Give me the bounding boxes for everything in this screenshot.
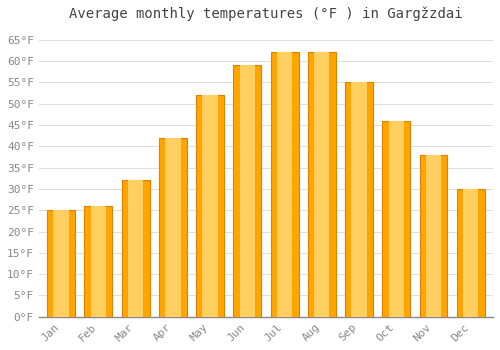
Bar (54, 210, 69, 317)
Bar (277, 52, 292, 317)
Bar (388, 121, 404, 317)
Bar (463, 189, 478, 317)
Bar (202, 95, 218, 317)
Title: Average monthly temperatures (°F ) in Gargžzdai: Average monthly temperatures (°F ) in Ga… (69, 7, 462, 21)
Bar (240, 65, 255, 317)
Bar (382, 121, 410, 317)
Bar (47, 210, 75, 317)
Bar (196, 95, 224, 317)
Bar (426, 155, 441, 317)
Bar (420, 155, 448, 317)
Bar (314, 52, 330, 317)
Bar (457, 189, 484, 317)
Bar (165, 138, 180, 317)
Bar (270, 52, 298, 317)
Bar (159, 138, 187, 317)
Bar (90, 206, 106, 317)
Bar (308, 52, 336, 317)
Bar (345, 82, 373, 317)
Bar (128, 180, 144, 317)
Bar (234, 65, 262, 317)
Bar (122, 180, 150, 317)
Bar (84, 206, 112, 317)
Bar (352, 82, 366, 317)
